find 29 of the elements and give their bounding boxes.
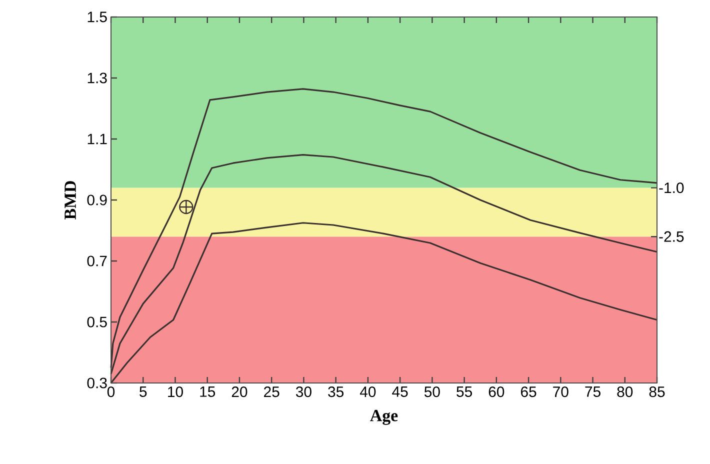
y-tick-label: 1.1 [88,134,107,144]
x-tick-label: 45 [392,386,408,397]
x-tick-label: 70 [553,386,568,398]
y-tick-label: 1.3 [88,72,107,84]
x-tick-label: 85 [649,386,665,398]
y-tick-label: 0.7 [87,256,107,266]
x-tick-label: 15 [200,386,216,397]
y2-tick-label: -1.0 [659,182,684,194]
x-tick-label: 35 [328,386,344,398]
y-tick-label: 0.5 [87,316,107,328]
x-tick-label: 10 [168,386,183,398]
x-tick-label: 0 [107,386,115,398]
y2-tick-label: -2.5 [659,231,684,242]
x-tick-label: 50 [424,386,440,398]
x-tick-label: 60 [488,386,504,398]
x-tick-label: 40 [360,386,376,398]
x-tick-label: 25 [264,386,280,398]
y-tick-label: 1.5 [88,12,107,22]
y-tick-label: 0.3 [87,378,107,388]
x-tick-label: 80 [617,386,633,398]
x-tick-label: 55 [456,386,472,397]
x-tick-label: 65 [520,386,536,398]
x-tick-label: 20 [232,386,248,398]
x-tick-label: 5 [140,386,147,397]
x-tick-label: 75 [585,386,600,397]
y-tick-label: 0.9 [87,194,107,206]
x-axis-title: Age [370,410,398,425]
x-tick-label: 30 [296,386,312,398]
y-axis-title: BMD [64,181,76,220]
